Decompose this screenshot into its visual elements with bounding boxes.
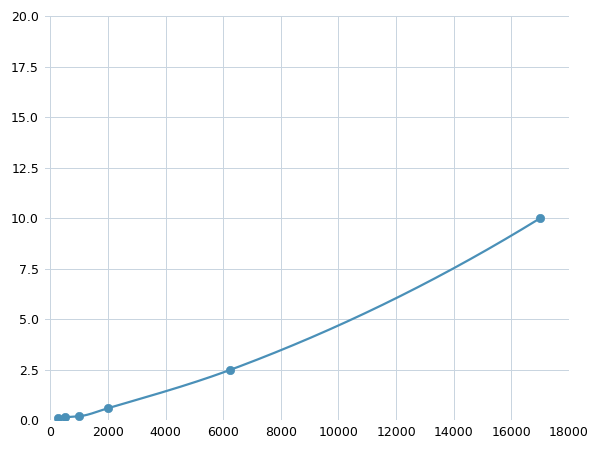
Point	[103, 405, 113, 412]
Point	[535, 215, 545, 222]
Point	[226, 366, 235, 373]
Point	[53, 415, 62, 422]
Point	[60, 414, 70, 421]
Point	[74, 413, 84, 420]
